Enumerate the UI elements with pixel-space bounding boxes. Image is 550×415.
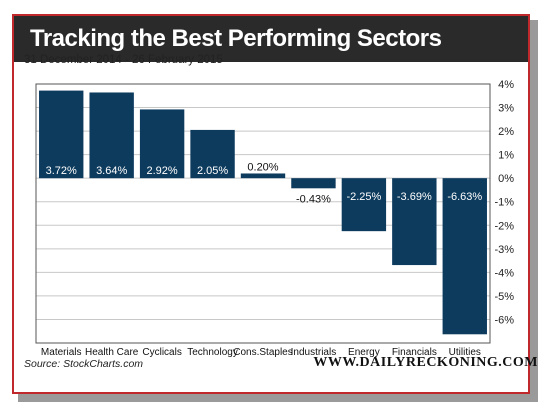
y-tick-label: -3% [494,244,514,256]
x-tick-label: Financials [392,347,437,358]
bar-utilities [442,178,487,335]
y-tick-label: -6% [494,314,514,326]
data-label: 2.92% [147,165,178,177]
x-tick-label: Cons.Staples [233,347,292,358]
data-label: 3.64% [96,165,127,177]
y-tick-label: 4% [498,79,514,91]
data-label: -0.43% [296,193,331,205]
bar-technology [190,129,235,179]
bar-financials [392,178,437,266]
y-tick-label: 0% [498,173,514,185]
y-tick-label: -5% [494,291,514,303]
data-label: -3.69% [397,191,432,203]
data-label: 0.20% [247,161,278,173]
bar-cyclicals [139,109,185,179]
data-label: -6.63% [447,191,482,203]
x-tick-label: Materials [41,347,82,358]
data-label: -2.25% [346,191,381,203]
x-tick-label: Industrials [291,347,337,358]
data-label: 2.05% [197,165,228,177]
plot-border [35,83,491,344]
x-tick-label: Technology [187,347,238,358]
y-tick-label: -2% [494,220,514,232]
x-tick-label: Energy [348,347,380,358]
y-tick-label: 1% [498,150,514,162]
chart-title: Tracking the Best Performing Sectors [30,25,442,52]
y-tick-label: 2% [498,126,514,138]
bar-industrials [291,178,336,189]
x-tick-label: Utilities [449,347,481,358]
title-bar: Tracking the Best Performing Sectors [14,16,528,62]
date-range: 31 December 2014 - 26 February 2015 [24,54,223,66]
bar-cons-staples [240,173,286,179]
website-url: WWW.DAILYRECKONING.COM [313,355,538,370]
bar-materials [39,90,84,179]
data-label: 3.72% [46,165,77,177]
y-tick-label: -1% [494,197,514,209]
x-tick-label: Health Care [85,347,139,358]
bar-energy [341,178,387,232]
bar-health-care [89,92,134,179]
y-tick-label: 3% [498,103,514,115]
source-note: Source: StockCharts.com [24,358,144,370]
x-tick-label: Cyclicals [142,347,181,358]
y-tick-label: -4% [494,267,514,279]
